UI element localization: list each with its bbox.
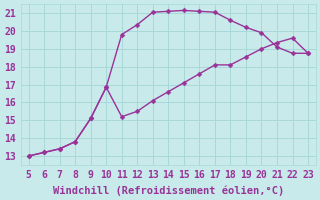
X-axis label: Windchill (Refroidissement éolien,°C): Windchill (Refroidissement éolien,°C): [53, 185, 284, 196]
